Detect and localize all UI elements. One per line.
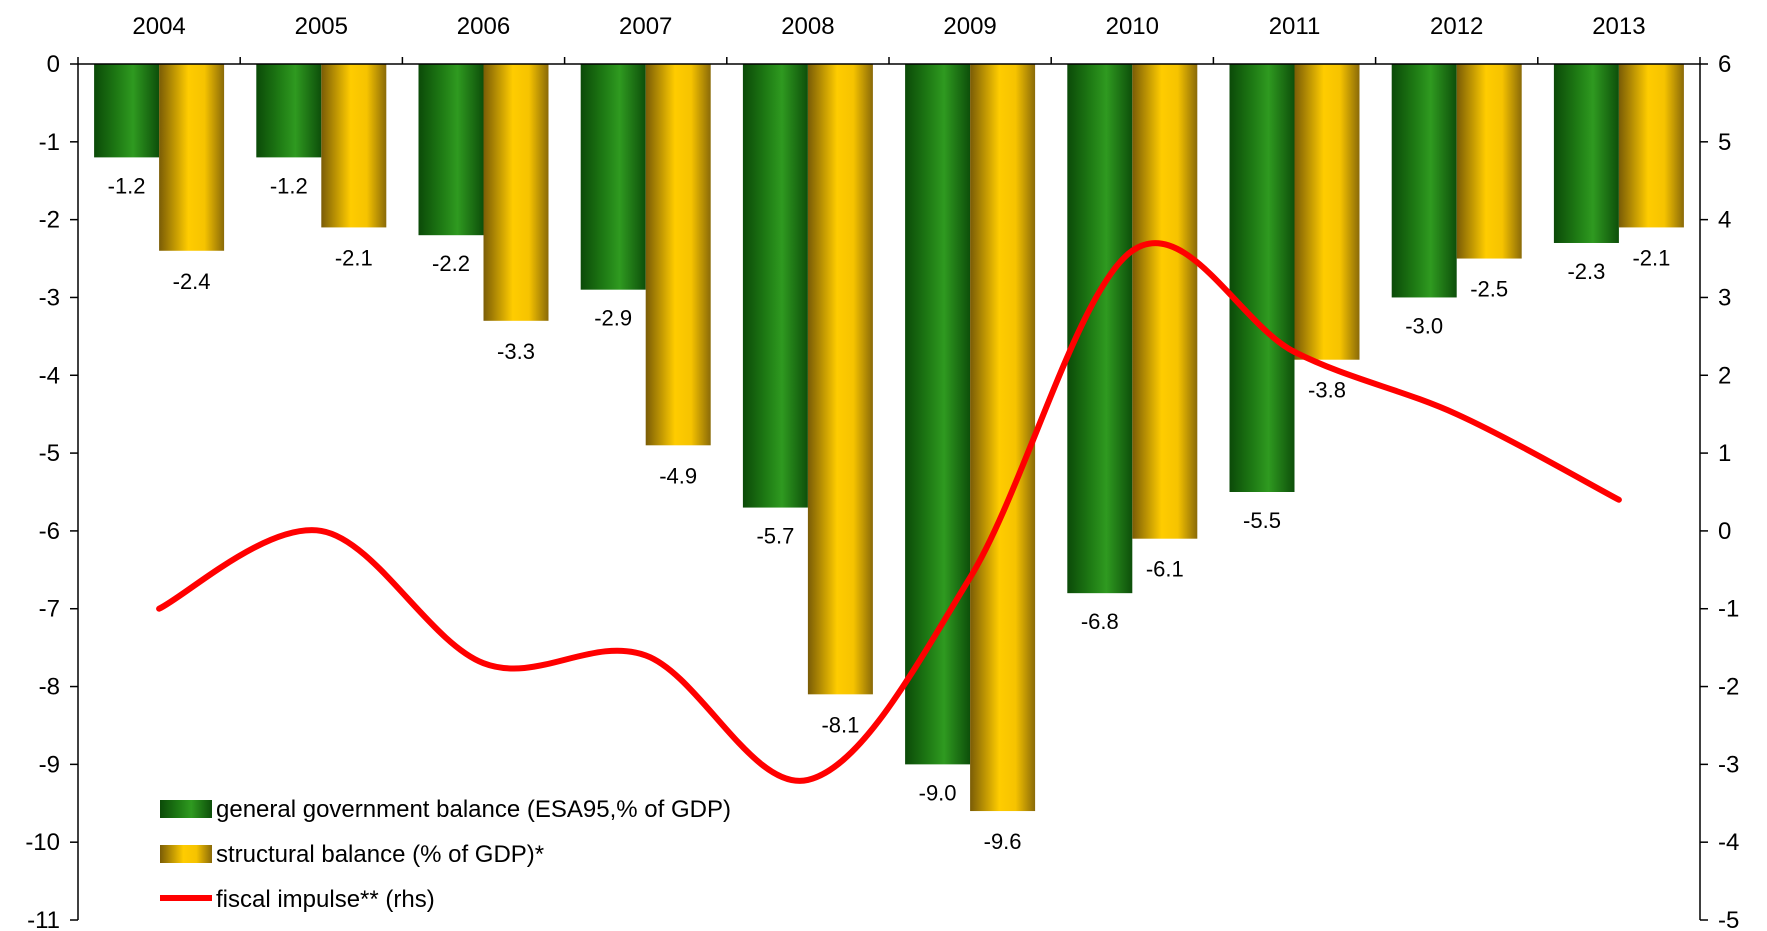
label-structural-balance-2006: -3.3 xyxy=(497,339,535,364)
legend-label-structural-balance: structural balance (% of GDP)* xyxy=(216,841,544,868)
y-right-tick-label: -5 xyxy=(1718,907,1739,931)
bar-structural-balance-2005 xyxy=(321,64,387,228)
bar-structural-balance-2009 xyxy=(970,64,1036,812)
legend-swatch-general-balance xyxy=(160,800,212,818)
bar-structural-balance-2010 xyxy=(1132,64,1198,539)
legend-swatch-structural-balance xyxy=(160,845,212,863)
label-structural-balance-2007: -4.9 xyxy=(659,463,697,488)
bar-structural-balance-2004 xyxy=(159,64,225,251)
y-left-tick-label: -7 xyxy=(39,596,60,623)
bar-structural-balance-2006 xyxy=(483,64,549,321)
bar-structural-balance-2011 xyxy=(1294,64,1360,360)
x-tick-2008: 2008 xyxy=(781,13,834,40)
y-left-tick-label: -10 xyxy=(25,829,60,856)
x-tick-2005: 2005 xyxy=(295,13,348,40)
y-left-tick-label: 0 xyxy=(47,51,60,78)
bar-general-balance-2007 xyxy=(580,64,646,290)
label-general-balance-2005: -1.2 xyxy=(270,173,308,198)
bar-general-balance-2013 xyxy=(1553,64,1619,243)
x-tick-2011: 2011 xyxy=(1269,13,1321,40)
x-tick-2007: 2007 xyxy=(619,13,672,40)
bar-general-balance-2011 xyxy=(1229,64,1295,492)
label-structural-balance-2009: -9.6 xyxy=(984,829,1022,854)
y-left-tick-label: -9 xyxy=(39,751,60,778)
y-right-tick-label: 4 xyxy=(1718,207,1731,234)
fiscal-impulse-line xyxy=(156,240,1622,784)
bar-general-balance-2005 xyxy=(256,64,322,158)
label-structural-balance-2010: -6.1 xyxy=(1146,557,1184,582)
bar-structural-balance-2012 xyxy=(1456,64,1522,259)
label-general-balance-2007: -2.9 xyxy=(594,306,632,331)
bar-general-balance-2006 xyxy=(418,64,484,236)
label-general-balance-2004: -1.2 xyxy=(108,173,146,198)
label-general-balance-2013: -2.3 xyxy=(1567,259,1605,284)
label-structural-balance-2011: -3.8 xyxy=(1308,378,1346,403)
y-right-tick-label: 3 xyxy=(1718,284,1731,311)
y-right-tick-label: 6 xyxy=(1718,51,1731,78)
legend-label-fiscal-impulse: fiscal impulse** (rhs) xyxy=(216,886,435,913)
y-left-tick-label: -3 xyxy=(39,284,60,311)
bar-general-balance-2008 xyxy=(742,64,808,508)
label-general-balance-2012: -3.0 xyxy=(1405,313,1443,338)
y-right-tick-label: -3 xyxy=(1718,751,1739,778)
x-tick-2006: 2006 xyxy=(457,13,510,40)
label-general-balance-2011: -5.5 xyxy=(1243,508,1281,533)
y-right-tick-label: 0 xyxy=(1718,518,1731,545)
label-structural-balance-2005: -2.1 xyxy=(335,245,373,270)
bar-structural-balance-2013 xyxy=(1618,64,1684,228)
legend: general government balance (ESA95,% of G… xyxy=(160,796,731,913)
y-right-tick-label: -4 xyxy=(1718,829,1739,856)
x-tick-2009: 2009 xyxy=(943,13,996,40)
label-general-balance-2009: -9.0 xyxy=(919,780,957,805)
y-left-tick-label: -2 xyxy=(39,207,60,234)
x-tick-2010: 2010 xyxy=(1106,13,1159,40)
y-right-tick-label: -2 xyxy=(1718,674,1739,701)
y-right-tick-label: -1 xyxy=(1718,596,1739,623)
label-general-balance-2006: -2.2 xyxy=(432,251,470,276)
bar-structural-balance-2007 xyxy=(645,64,711,446)
y-left-tick-label: -4 xyxy=(39,362,60,389)
x-tick-2004: 2004 xyxy=(132,13,185,40)
y-right-tick-label: 5 xyxy=(1718,129,1731,156)
data-labels-layer: -1.2 -2.4 -1.2 -2.1 -2.2 -3.3 -2.9 -4.9 -5.7 -8.1… xyxy=(108,173,1671,854)
label-structural-balance-2012: -2.5 xyxy=(1470,277,1508,302)
label-structural-balance-2004: -2.4 xyxy=(173,269,211,294)
label-general-balance-2010: -6.8 xyxy=(1081,609,1119,634)
y-right-tick-label: 2 xyxy=(1718,362,1731,389)
label-general-balance-2008: -5.7 xyxy=(756,524,794,549)
label-structural-balance-2008: -8.1 xyxy=(821,712,859,737)
label-structural-balance-2013: -2.1 xyxy=(1632,245,1670,270)
bar-general-balance-2012 xyxy=(1391,64,1457,298)
y-left-tick-label: -5 xyxy=(39,440,60,467)
x-tick-2012: 2012 xyxy=(1430,13,1483,40)
bars-layer xyxy=(94,64,1684,812)
axes-layer: 2004 2005 2006 2007 2008 2009 2010 2011 2012 2013… xyxy=(25,13,1739,931)
y-right-tick-label: 1 xyxy=(1718,440,1731,467)
y-left-tick-label: -11 xyxy=(27,907,60,931)
y-left-tick-label: -1 xyxy=(39,129,60,156)
bar-general-balance-2009 xyxy=(905,64,971,765)
y-left-tick-label: -8 xyxy=(39,674,60,701)
bar-structural-balance-2008 xyxy=(807,64,873,695)
legend-label-general-balance: general government balance (ESA95,% of G… xyxy=(216,796,731,823)
y-left-tick-label: -6 xyxy=(39,518,60,545)
bar-general-balance-2004 xyxy=(94,64,160,158)
fiscal-impulse-layer xyxy=(156,240,1622,784)
x-tick-2013: 2013 xyxy=(1592,13,1645,40)
